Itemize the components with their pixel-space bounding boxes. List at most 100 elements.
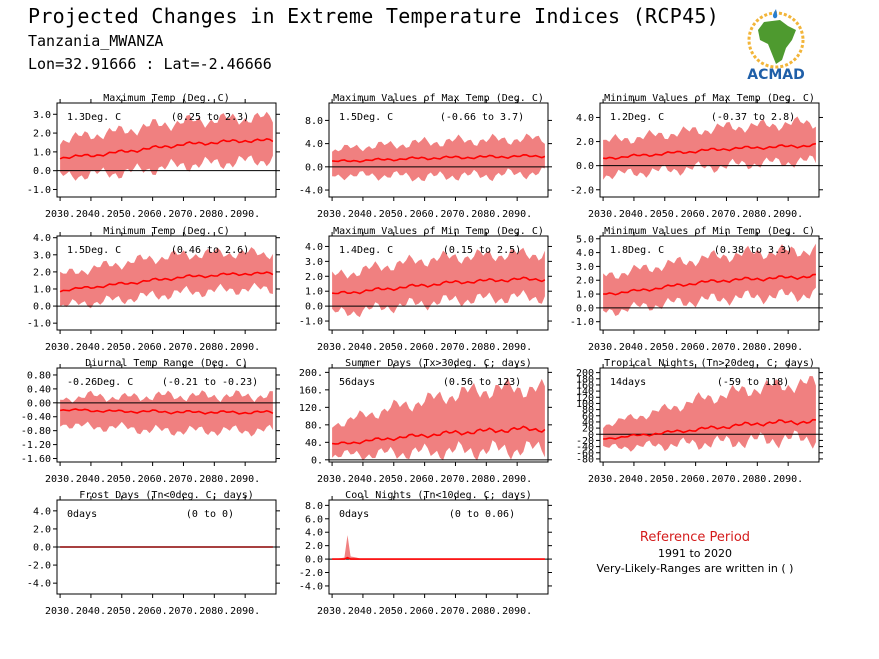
y-tick-label: 2.0	[305, 272, 323, 283]
y-tick-label: 3.0	[33, 110, 51, 121]
x-tick-label: 2090.	[230, 606, 260, 617]
likely-range-label: (-0.37 to 2.8)	[711, 112, 795, 123]
x-tick-label: 2050.	[650, 209, 680, 220]
y-tick-label: 40.	[305, 438, 323, 449]
y-tick-label: 2.0	[33, 129, 51, 140]
y-tick-label: 2.0	[33, 267, 51, 278]
x-tick-label: 2030.	[45, 606, 75, 617]
x-tick-label: 2040.	[348, 606, 378, 617]
x-tick-label: 2060.	[138, 606, 168, 617]
chart-title: Maximum Values of Max Temp (Deg. C)	[333, 93, 544, 104]
likely-range-label: (-59 to 118)	[717, 377, 789, 388]
x-tick-label: 2080.	[742, 342, 772, 353]
y-tick-label: 1.0	[33, 147, 51, 158]
x-tick-label: 2080.	[199, 606, 229, 617]
chart-title: Minimum Values of Min Temp (Deg. C)	[604, 226, 815, 237]
plot-frame	[328, 235, 549, 331]
y-tick-label: 200.	[299, 368, 323, 379]
likely-range-band	[332, 377, 545, 461]
x-tick-label: 2030.	[45, 474, 75, 485]
plot-frame	[328, 367, 549, 463]
x-tick-label: 2070.	[440, 474, 470, 485]
coords-label: Lon=32.91666 : Lat=-2.46666	[28, 55, 272, 73]
y-tick-label: -4.0	[27, 579, 51, 590]
x-tick-label: 2070.	[168, 342, 198, 353]
mean-line	[59, 408, 274, 415]
y-tick-label: 120.	[299, 403, 323, 414]
plot-frame	[56, 102, 277, 198]
likely-range-label: (0.56 to 123)	[443, 377, 521, 388]
x-tick-label: 2040.	[619, 209, 649, 220]
summary-value: 1.5Deg. C	[339, 112, 393, 123]
x-tick-label: 2080.	[471, 342, 501, 353]
plot-frame	[328, 499, 549, 595]
chart-fd: -4.0 -2.0 0.0 2.0 4.0 2030. 2040. 2050. 2060. 207…	[27, 490, 280, 617]
chart-dtr: -1.60 -1.20 -0.80 -0.40 0.00 0.40 0.80 2030. 204…	[21, 358, 280, 485]
y-tick-label: -1.60	[21, 454, 51, 465]
x-tick-label: 2040.	[619, 474, 649, 485]
y-tick-label: 2.0	[576, 137, 594, 148]
chart-title: Frost Days (Tn<0deg. C; days)	[79, 490, 254, 501]
likely-range-band	[603, 116, 816, 180]
logo-text: ACMAD	[747, 67, 805, 83]
x-tick-label: 2060.	[681, 209, 711, 220]
mean-line	[59, 271, 274, 293]
x-tick-label: 2050.	[379, 342, 409, 353]
likely-range-band	[60, 390, 273, 437]
mean-line	[332, 153, 546, 163]
x-tick-label: 2040.	[76, 606, 106, 617]
y-tick-label: 3.0	[33, 250, 51, 261]
likely-range-band	[332, 535, 545, 560]
x-tick-label: 2040.	[76, 209, 106, 220]
y-tick-label: 3.0	[305, 257, 323, 268]
x-tick-label: 2070.	[440, 209, 470, 220]
x-tick-label: 2050.	[107, 209, 137, 220]
summary-value: 1.5Deg. C	[67, 245, 121, 256]
y-tick-label: -1.0	[27, 319, 51, 330]
y-tick-label: -40	[576, 442, 594, 453]
y-tick-label: -2.0	[299, 568, 323, 579]
y-tick-label: -4.0	[299, 186, 323, 197]
y-tick-label: 4.0	[576, 113, 594, 124]
x-tick-label: 2060.	[138, 474, 168, 485]
plot-frame	[56, 367, 277, 463]
likely-range-label: (0.46 to 2.6)	[171, 245, 249, 256]
x-tick-label: 2030.	[588, 342, 618, 353]
y-tick-label: -1.0	[299, 317, 323, 328]
x-tick-label: 2050.	[107, 606, 137, 617]
x-tick-label: 2090.	[230, 474, 260, 485]
y-tick-label: 1.0	[33, 284, 51, 295]
x-tick-label: 2090.	[773, 209, 803, 220]
chart-title: Maximum Values of Min Temp (Deg. C)	[333, 226, 544, 237]
y-tick-label: 40	[582, 417, 594, 428]
reference-period-label: Reference Period	[639, 530, 751, 545]
chart-title: Tropical Nights (Tn>20deg. C; days)	[604, 358, 815, 369]
x-tick-label: 2080.	[471, 474, 501, 485]
likely-range-label: (-0.21 to -0.23)	[162, 377, 258, 388]
y-tick-label: 20	[582, 424, 594, 435]
x-tick-label: 2070.	[440, 606, 470, 617]
y-tick-label: 3.0	[576, 262, 594, 273]
y-tick-label: 0.	[311, 455, 323, 466]
summary-value: 14days	[610, 377, 646, 388]
y-tick-label: 8.0	[305, 116, 323, 127]
likely-range-band	[332, 133, 545, 182]
x-tick-label: 2090.	[230, 209, 260, 220]
y-tick-label: 1.0	[305, 287, 323, 298]
x-tick-label: 2040.	[76, 474, 106, 485]
y-tick-label: 0.40	[27, 384, 51, 395]
summary-value: 1.4Deg. C	[339, 245, 393, 256]
y-tick-label: -0.40	[21, 412, 51, 423]
y-tick-label: 140	[576, 387, 594, 398]
x-tick-label: 2030.	[45, 342, 75, 353]
y-tick-label: 0.0	[576, 303, 594, 314]
x-tick-label: 2070.	[168, 606, 198, 617]
y-tick-label: 80.	[305, 420, 323, 431]
likely-range-band	[603, 243, 816, 316]
